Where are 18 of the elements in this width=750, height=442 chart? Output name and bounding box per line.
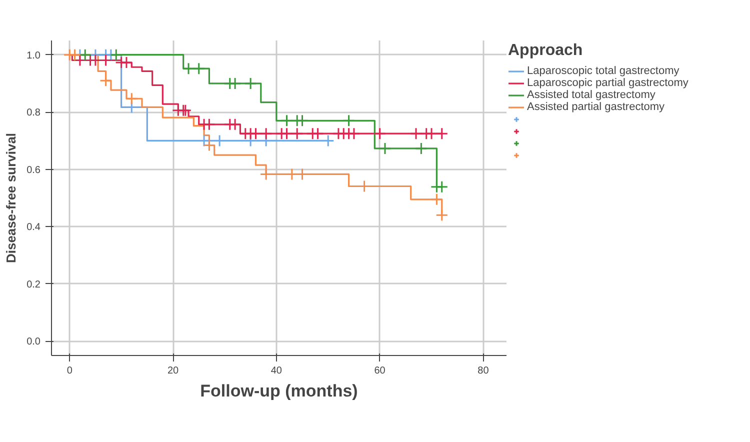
legend-label: Laparoscopic partial gastrectomy (527, 77, 688, 89)
x-axis-title: Follow-up (months) (200, 382, 358, 400)
y-tick-label: 0.6 (26, 164, 41, 176)
y-tick-label: 0.4 (26, 222, 41, 234)
legend-label: Assisted partial gastrectomy (527, 101, 665, 113)
legend-title: Approach (508, 42, 584, 60)
y-axis-title: Disease-free survival (4, 132, 19, 264)
y-tick-label: 0.0 (26, 336, 41, 348)
x-tick-label: 40 (270, 366, 282, 376)
legend-label: Laparoscopic total gastrectomy (527, 65, 680, 77)
y-tick-label: 0.2 (26, 279, 41, 290)
x-tick-label: 0 (66, 366, 73, 376)
y-tick-label: 1.0 (26, 50, 41, 62)
y-tick-label: 0.8 (26, 108, 41, 119)
legend-label: Assisted total gastrectomy (527, 89, 656, 101)
x-tick-label: 60 (374, 366, 386, 376)
x-tick-label: 80 (478, 366, 490, 376)
x-tick-label: 20 (167, 366, 180, 376)
